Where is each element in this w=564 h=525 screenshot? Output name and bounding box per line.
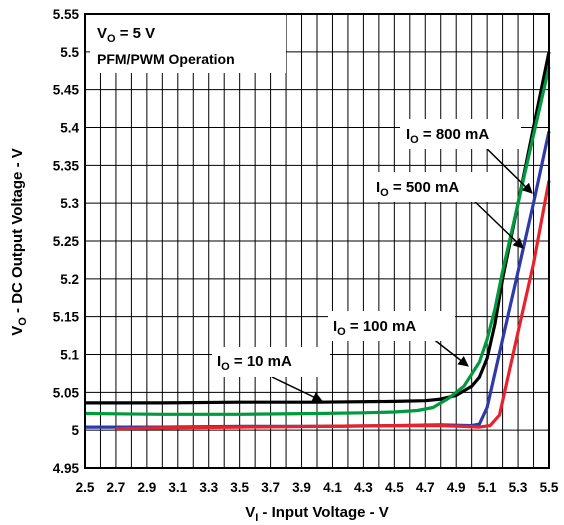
svg-text:IO = 100 mA: IO = 100 mA [333, 318, 416, 338]
y-tick-label: 5.2 [60, 272, 79, 287]
y-tick-label: 5.25 [53, 234, 80, 249]
x-tick-label: 3.9 [292, 480, 311, 495]
y-axis-title: VO - DC Output Voltage - V [9, 148, 29, 335]
series-line-io-800ma [115, 180, 551, 431]
x-tick-label: 3.5 [230, 480, 249, 495]
x-tick-label: 2.9 [137, 480, 156, 495]
plot-frame [84, 13, 550, 469]
label-io-500ma: IO = 500 mA [370, 172, 491, 202]
x-tick-label: 3.3 [199, 480, 218, 495]
arrow-io-10ma [271, 376, 323, 402]
label-io-10ma: IO = 10 mA [212, 347, 330, 377]
label-io-100ma: IO = 100 mA [328, 311, 455, 341]
x-tick-label: 4.1 [323, 480, 342, 495]
x-tick-label: 4.3 [354, 480, 373, 495]
series-line-io-100ma [84, 66, 551, 416]
x-tick-label: 3.7 [261, 480, 280, 495]
svg-text:IO = 500 mA: IO = 500 mA [376, 179, 459, 199]
x-axis-title: VI - Input Voltage - V [245, 504, 389, 524]
x-tick-label: 4.5 [385, 480, 404, 495]
series-lines [84, 51, 551, 431]
x-tick-label: 2.5 [76, 480, 95, 495]
label-io-800ma: IO = 800 mA [400, 119, 521, 149]
x-tick-label: 5.3 [509, 480, 528, 495]
x-tick-label: 5.1 [478, 480, 497, 495]
y-tick-label: 5.55 [53, 7, 80, 22]
info-box [90, 15, 286, 73]
info-box-line-2: PFM/PWM Operation [97, 51, 235, 67]
svg-text:IO = 10 mA: IO = 10 mA [217, 353, 292, 373]
y-tick-label: 5.4 [60, 121, 79, 136]
y-tick-label: 5.5 [60, 45, 79, 60]
x-tick-label: 2.7 [107, 480, 126, 495]
arrow-io-500ma [467, 194, 524, 249]
x-tick-label: 4.7 [416, 480, 435, 495]
y-tick-label: 5.05 [53, 385, 80, 400]
y-tick-label: 5.35 [53, 158, 80, 173]
x-tick-label: 5.5 [540, 480, 559, 495]
x-tick-label: 4.9 [447, 480, 466, 495]
y-tick-label: 5.3 [60, 196, 79, 211]
y-tick-label: 5.15 [53, 310, 80, 325]
x-tick-label: 3.1 [168, 480, 187, 495]
svg-text:IO = 800 mA: IO = 800 mA [406, 126, 489, 146]
grid-lines [84, 13, 550, 469]
info-box-line-1: VO = 5 V [97, 25, 155, 45]
y-tick-label: 4.95 [53, 461, 80, 476]
y-tick-label: 5.45 [53, 83, 80, 98]
y-tick-label: 5.1 [60, 348, 79, 363]
x-tick-labels: 2.5 2.7 2.9 3.1 3.3 3.5 3.7 3.9 4.1 4.3 4.5 4.7 4.9 5… [76, 480, 559, 495]
y-tick-label: 5 [71, 423, 79, 438]
y-tick-labels: 4.95 5 5.05 5.1 5.15 5.2 5.25 5.3 5.35 5.4 5.45 5.5… [53, 7, 80, 476]
